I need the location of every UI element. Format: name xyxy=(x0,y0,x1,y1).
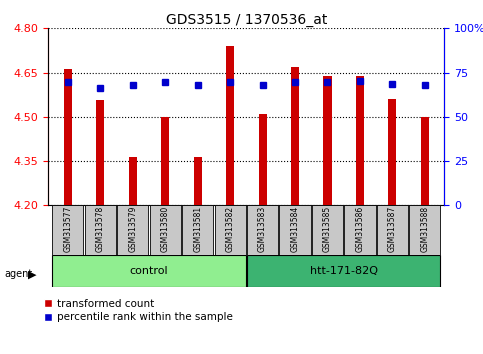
Bar xyxy=(324,76,331,205)
Text: GSM313577: GSM313577 xyxy=(63,206,72,252)
Text: GSM313588: GSM313588 xyxy=(420,206,429,252)
Bar xyxy=(356,76,364,205)
Bar xyxy=(312,205,343,255)
Text: GSM313586: GSM313586 xyxy=(355,206,365,252)
Bar xyxy=(280,205,311,255)
Bar xyxy=(258,114,267,205)
Bar xyxy=(421,118,429,205)
Bar xyxy=(247,255,440,287)
Bar xyxy=(161,117,169,205)
Text: GSM313587: GSM313587 xyxy=(388,206,397,252)
Title: GDS3515 / 1370536_at: GDS3515 / 1370536_at xyxy=(166,13,327,27)
Bar xyxy=(52,255,246,287)
Bar xyxy=(409,205,440,255)
Bar xyxy=(291,67,299,205)
Bar xyxy=(182,205,213,255)
Text: GSM313585: GSM313585 xyxy=(323,206,332,252)
Bar xyxy=(52,205,84,255)
Bar xyxy=(150,205,181,255)
Text: GSM313580: GSM313580 xyxy=(161,206,170,252)
Legend: transformed count, percentile rank within the sample: transformed count, percentile rank withi… xyxy=(44,299,233,322)
Bar xyxy=(247,205,278,255)
Text: GSM313581: GSM313581 xyxy=(193,206,202,252)
Bar xyxy=(344,205,376,255)
Text: htt-171-82Q: htt-171-82Q xyxy=(310,266,378,276)
Bar xyxy=(64,69,72,205)
Bar xyxy=(388,98,397,205)
Bar xyxy=(128,157,137,205)
Text: GSM313584: GSM313584 xyxy=(291,206,299,252)
Text: GSM313578: GSM313578 xyxy=(96,206,105,252)
Text: GSM313583: GSM313583 xyxy=(258,206,267,252)
Text: GSM313582: GSM313582 xyxy=(226,206,235,252)
Bar xyxy=(85,205,116,255)
Bar xyxy=(194,157,202,205)
Text: GSM313579: GSM313579 xyxy=(128,206,137,252)
Bar xyxy=(117,205,148,255)
Text: agent: agent xyxy=(5,269,33,279)
Bar xyxy=(214,205,246,255)
Text: control: control xyxy=(129,266,168,276)
Bar xyxy=(377,205,408,255)
Bar xyxy=(226,46,234,205)
Text: ▶: ▶ xyxy=(28,269,36,279)
Bar xyxy=(96,100,104,205)
